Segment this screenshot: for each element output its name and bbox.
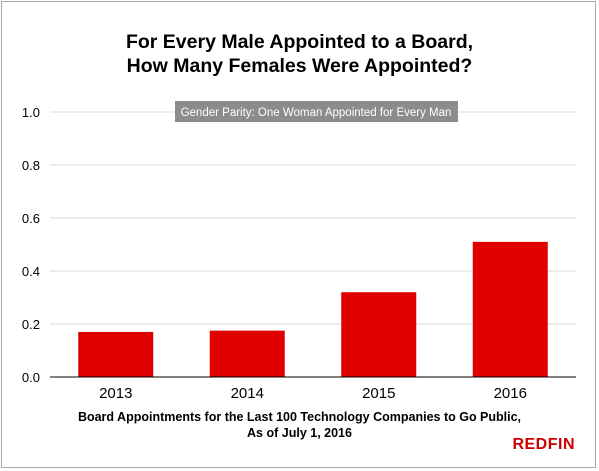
x-axis-caption-line-1: Board Appointments for the Last 100 Tech… — [77, 410, 522, 424]
parity-label: Gender Parity: One Woman Appointed for E… — [181, 107, 452, 119]
bar-2015 — [341, 292, 417, 377]
bar-2014 — [209, 330, 285, 377]
y-tick-label: 1.0 — [22, 105, 40, 120]
y-tick-label: 0.8 — [22, 158, 40, 173]
chart-title-line-1: For Every Male Appointed to a Board, — [125, 31, 474, 53]
chart-title: For Every Male Appointed to a Board, How… — [0, 30, 599, 78]
bar-2013 — [78, 331, 154, 377]
chart-title-line-2: How Many Females Were Appointed? — [126, 55, 473, 77]
redfin-logo: REDFIN — [512, 436, 575, 453]
x-axis-caption-line-2: As of July 1, 2016 — [247, 426, 352, 440]
x-axis-caption: Board Appointments for the Last 100 Tech… — [0, 409, 599, 441]
bar-2016 — [472, 241, 548, 377]
y-tick-label: 0.0 — [22, 370, 40, 385]
parity-label-box — [175, 101, 458, 122]
x-tick-label: 2016 — [494, 385, 527, 402]
y-tick-label: 0.6 — [22, 211, 40, 226]
y-tick-label: 0.4 — [22, 264, 40, 279]
x-tick-label: 2013 — [99, 385, 132, 402]
y-tick-label: 0.2 — [22, 317, 40, 332]
x-tick-label: 2014 — [231, 385, 264, 402]
x-tick-label: 2015 — [362, 385, 395, 402]
